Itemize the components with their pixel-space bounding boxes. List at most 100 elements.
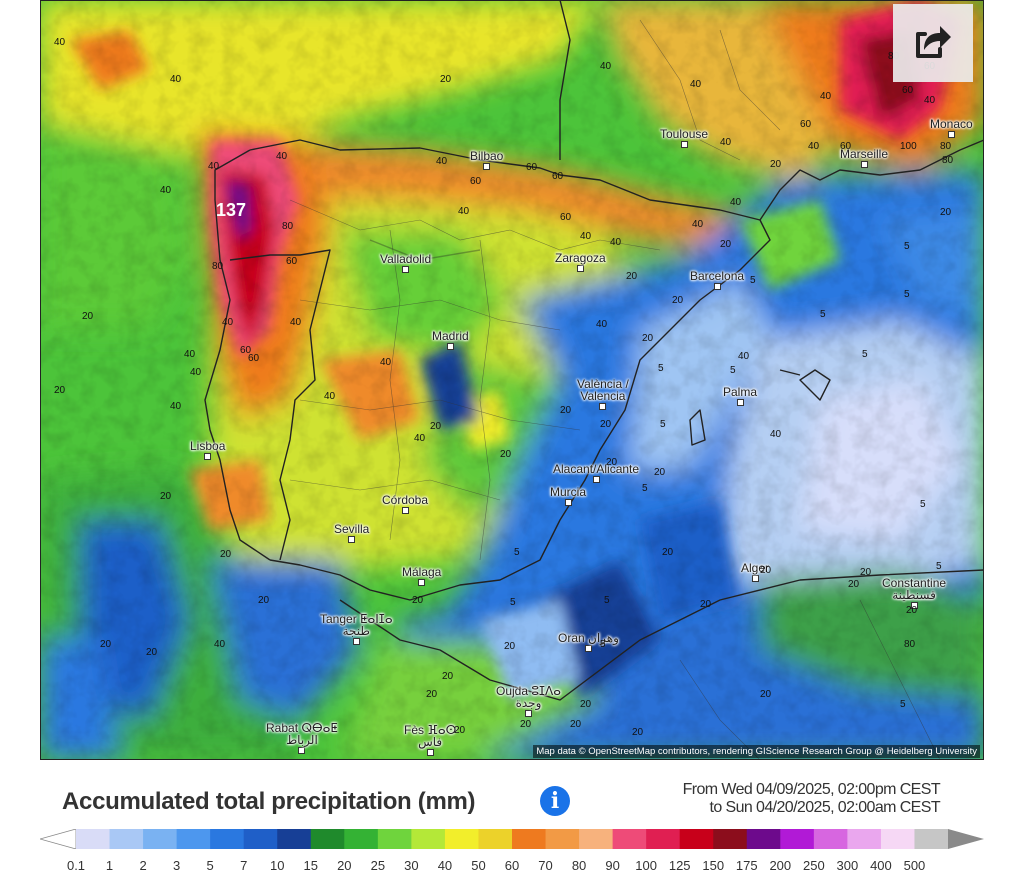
legend-label: 70 <box>538 858 553 873</box>
map-title: Accumulated total precipitation (mm) <box>62 788 476 815</box>
contour-value-label: 20 <box>672 295 684 306</box>
legend-swatch <box>880 829 915 849</box>
legend-swatch <box>914 829 949 849</box>
legend-label: 60 <box>504 858 520 873</box>
contour-value-label: 40 <box>190 367 202 378</box>
contour-value-label: 40 <box>214 639 226 650</box>
info-icon[interactable]: i <box>540 786 570 816</box>
share-button[interactable] <box>893 4 973 82</box>
contour-value-label: 20 <box>760 689 772 700</box>
contour-value-label: 40 <box>222 317 234 328</box>
contour-value-label: 20 <box>570 719 582 730</box>
city-name: Bilbao <box>470 149 504 163</box>
city-name-alt: فاس <box>418 735 443 749</box>
precipitation-map[interactable]: Toulouse Monaco Marseille Bilbao Valladolid Z… <box>40 0 984 760</box>
legend-swatch <box>444 829 479 849</box>
contour-value-label: 20 <box>720 239 732 250</box>
legend-label: 400 <box>870 858 892 873</box>
legend-max-arrow <box>948 829 984 849</box>
contour-value-label: 5 <box>900 699 906 710</box>
contour-value-label: 5 <box>514 547 520 558</box>
contour-value-label: 20 <box>906 605 918 616</box>
contour-value-label: 40 <box>184 349 196 360</box>
contour-value-label: 5 <box>600 639 606 650</box>
contour-value-label: 40 <box>580 231 592 242</box>
city-marker <box>584 645 592 652</box>
city-name-alt: الرباط <box>286 733 318 747</box>
legend-label: 2 <box>139 858 147 873</box>
contour-value-label: 20 <box>426 689 438 700</box>
contour-value-label: 5 <box>904 241 910 252</box>
contour-value-label: 20 <box>258 595 270 606</box>
contour-value-label: 20 <box>520 719 532 730</box>
city-marker <box>599 403 607 410</box>
city-marker <box>947 131 955 138</box>
contour-value-label: 40 <box>54 37 66 48</box>
contour-value-label: 5 <box>862 349 868 360</box>
legend-swatch <box>210 829 245 849</box>
legend-swatch <box>277 829 312 849</box>
city-label-alicante: Alacant/Alicante <box>553 463 639 483</box>
contour-value-label: 20 <box>504 641 516 652</box>
contour-value-label: 5 <box>820 309 826 320</box>
contour-value-label: 80 <box>940 141 952 152</box>
legend-label: 15 <box>303 858 318 873</box>
legend-swatch <box>76 829 111 849</box>
legend-label: 500 <box>903 858 926 873</box>
contour-value-label: 40 <box>610 237 622 248</box>
legend-label: 3 <box>172 858 181 873</box>
legend-label: 300 <box>836 858 859 873</box>
contour-value-label: 20 <box>82 311 94 322</box>
city-marker <box>401 507 409 514</box>
city-marker <box>524 710 532 717</box>
city-name: Oran وهران <box>558 631 619 645</box>
contour-value-label: 40 <box>600 61 612 72</box>
period-end: to Sun 04/20/2025, 02:00am CEST <box>709 799 941 816</box>
contour-value-label: 5 <box>920 499 926 510</box>
contour-value-label: 20 <box>454 725 466 736</box>
precipitation-legend-bar <box>40 829 984 849</box>
city-name: Lisboa <box>190 439 226 453</box>
city-name: Constantine <box>882 576 947 590</box>
legend-swatch <box>176 829 211 849</box>
city-label-oran: Oran وهران <box>558 632 619 652</box>
city-name: Toulouse <box>660 127 709 141</box>
city-name-alt: قسنطينة <box>892 588 936 602</box>
contour-value-label: 60 <box>552 171 564 182</box>
contour-value-label: 5 <box>658 363 664 374</box>
city-name: Palma <box>723 385 758 399</box>
contour-value-label: 20 <box>848 579 860 590</box>
contour-value-label: 40 <box>596 319 608 330</box>
city-marker <box>446 343 454 350</box>
city-name: Tanger ⵟⴰⵏⵊⴰ <box>320 612 393 626</box>
contour-value-label: 80 <box>942 155 954 166</box>
city-name: Valladolid <box>380 252 432 266</box>
contour-value-label: 20 <box>500 449 512 460</box>
legend-swatch <box>310 829 345 849</box>
contour-value-label: 20 <box>220 549 232 560</box>
contour-value-label: 20 <box>412 595 424 606</box>
contour-value-label: 60 <box>902 85 914 96</box>
contour-value-label: 40 <box>414 433 426 444</box>
city-label-toulouse: Toulouse <box>660 128 708 148</box>
legend-label: 175 <box>735 858 758 873</box>
contour-value-label: 40 <box>160 185 172 196</box>
city-marker <box>736 399 744 406</box>
legend-swatch <box>646 829 681 849</box>
contour-value-label: 60 <box>248 353 260 364</box>
city-label-valencia: València / Valencia <box>577 378 629 410</box>
contour-value-label: 40 <box>208 161 220 172</box>
contour-value-label: 40 <box>808 141 820 152</box>
legend-swatch <box>377 829 412 849</box>
contour-value-label: 20 <box>430 421 442 432</box>
contour-value-label: 5 <box>660 419 666 430</box>
contour-value-label: 20 <box>442 671 454 682</box>
legend-label: 20 <box>337 858 352 873</box>
city-name: Alger <box>741 561 770 575</box>
legend-swatch <box>411 829 446 849</box>
legend-swatch <box>512 829 547 849</box>
city-marker <box>564 499 572 506</box>
legend-label: 150 <box>702 858 725 873</box>
contour-value-label: 40 <box>290 317 302 328</box>
period-start: From Wed 04/09/2025, 02:00pm CEST <box>682 781 941 798</box>
